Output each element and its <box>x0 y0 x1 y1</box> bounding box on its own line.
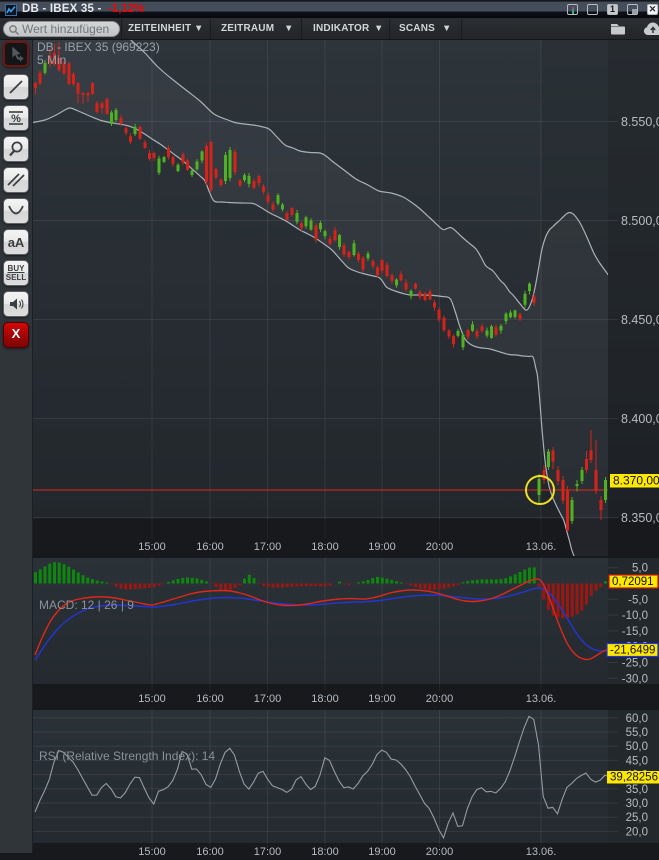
svg-text:8.350,00: 8.350,00 <box>621 511 659 525</box>
svg-text:20:00: 20:00 <box>426 846 454 858</box>
svg-text:55,0: 55,0 <box>626 727 648 739</box>
svg-text:20:00: 20:00 <box>426 541 454 553</box>
svg-text:17:00: 17:00 <box>254 846 282 858</box>
svg-text:DB - IBEX 35 (969223): DB - IBEX 35 (969223) <box>37 40 160 54</box>
svg-text:19:00: 19:00 <box>368 693 396 705</box>
svg-text:35,0: 35,0 <box>626 784 648 796</box>
svg-text:20:00: 20:00 <box>426 693 454 705</box>
svg-text:8.500,00: 8.500,00 <box>621 214 659 228</box>
svg-text:16:00: 16:00 <box>196 541 224 553</box>
svg-text:8.400,00: 8.400,00 <box>621 412 659 426</box>
svg-text:-10,0: -10,0 <box>622 610 648 622</box>
svg-text:19:00: 19:00 <box>368 846 396 858</box>
svg-text:13.06.: 13.06. <box>526 846 557 858</box>
svg-text:MACD: 12 | 26 | 9: MACD: 12 | 26 | 9 <box>39 598 134 612</box>
svg-text:8.550,00: 8.550,00 <box>621 115 659 129</box>
svg-text:18:00: 18:00 <box>311 541 339 553</box>
svg-text:15:00: 15:00 <box>138 541 166 553</box>
svg-text:18:00: 18:00 <box>311 693 339 705</box>
svg-text:8.370,00: 8.370,00 <box>613 474 659 488</box>
svg-text:16:00: 16:00 <box>196 846 224 858</box>
svg-text:-30,0: -30,0 <box>622 673 648 685</box>
svg-text:aA: aA <box>8 235 25 250</box>
svg-text:60,0: 60,0 <box>626 713 648 725</box>
svg-text:13.06.: 13.06. <box>526 693 557 705</box>
svg-text:20,0: 20,0 <box>626 826 648 838</box>
svg-text:5,0: 5,0 <box>632 563 648 575</box>
svg-text:30,0: 30,0 <box>626 798 648 810</box>
svg-text:RSI (Relative Strength Index):: RSI (Relative Strength Index): 14 <box>39 749 215 763</box>
svg-text:16:00: 16:00 <box>196 693 224 705</box>
svg-text:%: % <box>11 113 21 125</box>
svg-text:-5,0: -5,0 <box>628 594 648 606</box>
svg-text:15:00: 15:00 <box>138 846 166 858</box>
svg-text:-15,0: -15,0 <box>622 626 648 638</box>
svg-text:25,0: 25,0 <box>626 812 648 824</box>
svg-text:13.06.: 13.06. <box>526 541 557 553</box>
svg-text:17:00: 17:00 <box>254 541 282 553</box>
svg-text:0,72091: 0,72091 <box>612 576 654 588</box>
svg-text:17:00: 17:00 <box>254 693 282 705</box>
svg-text:39,28256: 39,28256 <box>610 772 658 784</box>
svg-text:5 Min: 5 Min <box>37 53 66 67</box>
svg-text:19:00: 19:00 <box>368 541 396 553</box>
svg-text:50,0: 50,0 <box>626 741 648 753</box>
svg-text:-25,0: -25,0 <box>622 658 648 670</box>
svg-text:15:00: 15:00 <box>138 693 166 705</box>
svg-text:8.450,00: 8.450,00 <box>621 313 659 327</box>
svg-text:18:00: 18:00 <box>311 846 339 858</box>
svg-text:45,0: 45,0 <box>626 755 648 767</box>
svg-text:-21,6499: -21,6499 <box>610 645 655 657</box>
